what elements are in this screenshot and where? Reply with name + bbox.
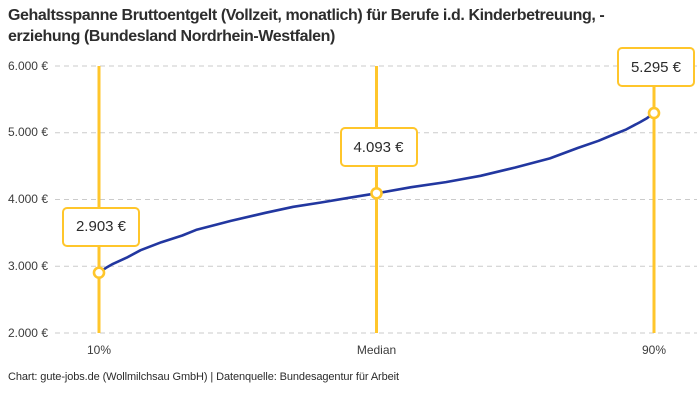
chart-title-line2: erziehung (Bundesland Nordrhein-Westfale… [8, 28, 335, 45]
value-label-box: 5.295 € [617, 47, 695, 88]
value-label-text: 5.295 € [630, 58, 682, 76]
value-label-box: 4.093 € [339, 127, 418, 168]
y-axis-tick-label: 6.000 € [7, 58, 48, 73]
y-axis-tick-label: 2.000 € [7, 325, 48, 340]
percentile-marker-point [92, 266, 106, 280]
percentile-marker-point [370, 186, 383, 200]
salary-curve [97, 111, 656, 274]
source-credit: Chart: gute-jobs.de (Wollmilchsau GmbH) … [8, 371, 399, 383]
value-label-box: 2.903 € [62, 206, 140, 247]
x-axis-tick-label: Median [356, 343, 397, 357]
y-axis-tick-label: 5.000 € [7, 125, 48, 140]
y-axis-tick-label: 3.000 € [7, 258, 48, 273]
y-axis-tick-label: 4.000 € [7, 192, 48, 206]
chart-title: Gehaltsspanne Bruttoentgelt (Vollzeit, m… [8, 5, 694, 47]
value-label-text: 2.903 € [75, 218, 127, 236]
x-axis-tick-label: 90% [641, 343, 667, 357]
value-label-text: 4.093 € [353, 138, 404, 156]
x-axis-tick-label: 10% [86, 343, 112, 357]
chart-title-line1: Gehaltsspanne Bruttoentgelt (Vollzeit, m… [8, 7, 605, 24]
percentile-marker-point [647, 106, 661, 120]
